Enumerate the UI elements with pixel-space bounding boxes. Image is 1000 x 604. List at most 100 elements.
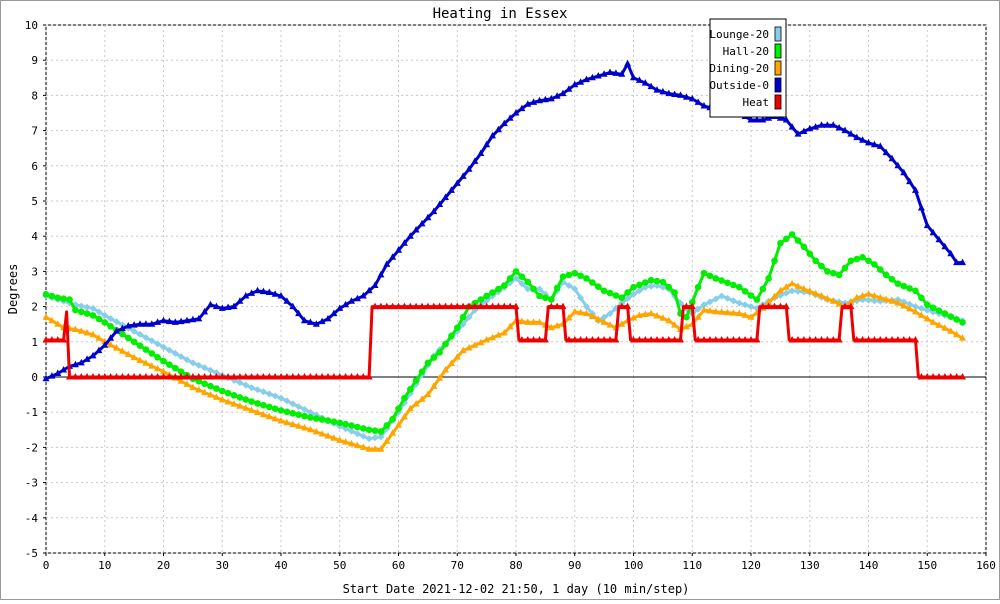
data-point — [794, 287, 802, 295]
data-point — [454, 324, 461, 332]
data-point — [154, 364, 162, 372]
data-point — [89, 312, 97, 319]
data-point — [183, 316, 191, 324]
data-point — [400, 302, 408, 310]
data-point — [430, 302, 438, 310]
data-point — [947, 249, 955, 257]
data-point — [788, 287, 796, 295]
data-point — [953, 330, 961, 338]
data-point — [383, 260, 391, 267]
data-point — [318, 430, 326, 437]
data-point — [154, 354, 161, 361]
data-point — [77, 358, 85, 366]
x-tick-label: 20 — [157, 559, 170, 572]
data-point — [365, 435, 373, 443]
data-point — [694, 98, 702, 105]
data-point — [395, 246, 402, 253]
data-point — [354, 423, 361, 431]
data-point — [636, 281, 643, 289]
data-point — [894, 299, 902, 306]
data-point — [518, 336, 526, 343]
data-point — [724, 294, 731, 302]
data-point — [642, 279, 649, 286]
data-point — [377, 433, 385, 441]
data-point — [318, 373, 326, 380]
data-point — [254, 408, 261, 416]
data-point — [160, 343, 167, 351]
data-point — [700, 269, 708, 277]
data-point — [471, 341, 479, 348]
data-point — [571, 80, 579, 88]
data-point — [459, 313, 467, 321]
data-point — [89, 330, 97, 338]
data-point — [248, 373, 256, 380]
data-point — [301, 405, 308, 413]
data-point — [171, 349, 179, 357]
series-group — [42, 59, 966, 452]
data-point — [483, 336, 491, 343]
data-point — [71, 325, 79, 332]
data-point — [453, 179, 461, 186]
data-point — [195, 373, 203, 380]
data-point — [254, 400, 261, 407]
y-tick-label: -1 — [25, 406, 38, 419]
data-point — [154, 373, 162, 380]
data-point — [512, 302, 520, 310]
data-point — [512, 109, 520, 116]
data-point — [553, 284, 561, 292]
data-point — [665, 336, 673, 343]
legend-swatch-dining-20 — [774, 60, 782, 76]
data-point — [342, 420, 349, 428]
data-point — [142, 320, 150, 327]
data-point — [600, 318, 608, 325]
data-point — [160, 316, 167, 324]
data-point — [489, 289, 496, 296]
data-point — [230, 302, 238, 310]
data-point — [283, 297, 291, 304]
data-point — [353, 373, 361, 380]
data-point — [277, 373, 285, 380]
data-point — [548, 296, 555, 303]
data-point — [365, 445, 373, 452]
data-point — [706, 272, 714, 280]
data-point — [154, 340, 162, 348]
data-point — [136, 320, 144, 327]
chart-title: Heating in Essex — [433, 6, 568, 22]
data-point — [859, 336, 867, 343]
data-point — [953, 258, 961, 266]
data-point — [124, 322, 132, 329]
data-point — [959, 319, 966, 326]
data-point — [800, 285, 808, 292]
data-point — [571, 307, 579, 315]
y-tick-label: 5 — [31, 195, 38, 208]
data-point — [489, 302, 496, 310]
data-point — [870, 140, 878, 148]
data-point — [166, 361, 173, 369]
data-point — [870, 336, 878, 343]
legend-label-heat: Heat — [743, 96, 770, 109]
data-point — [665, 89, 673, 97]
data-point — [835, 271, 843, 279]
data-point — [776, 114, 784, 121]
data-point — [888, 276, 896, 283]
data-point — [635, 311, 643, 318]
data-point — [641, 310, 649, 317]
y-tick-label: 4 — [31, 230, 38, 243]
data-point — [236, 297, 244, 304]
data-point — [72, 306, 79, 314]
data-point — [213, 385, 220, 392]
legend-label-lounge-20: Lounge-20 — [709, 28, 769, 41]
data-point — [95, 334, 103, 341]
data-point — [671, 336, 679, 343]
data-point — [635, 76, 643, 83]
data-point — [630, 290, 637, 298]
data-point — [289, 400, 297, 408]
data-point — [835, 124, 843, 131]
data-point — [224, 373, 232, 380]
data-point — [870, 292, 878, 299]
data-point — [500, 302, 508, 310]
data-point — [771, 257, 778, 265]
data-point — [541, 95, 549, 103]
data-point — [160, 373, 167, 380]
